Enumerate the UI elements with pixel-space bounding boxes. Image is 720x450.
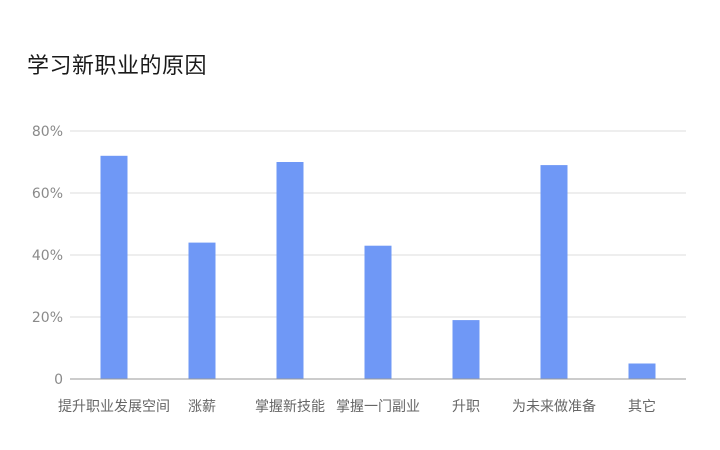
bar	[364, 245, 392, 379]
x-tick-label: 为未来做准备	[512, 398, 596, 415]
chart-title: 学习新职业的原因	[27, 54, 208, 79]
x-tick-label: 其它	[628, 398, 656, 415]
y-tick-label: 0	[54, 372, 63, 388]
x-tick-label: 掌握新技能	[255, 399, 325, 415]
y-tick-label: 40%	[32, 248, 63, 264]
y-tick-label: 20%	[32, 310, 63, 326]
bar	[100, 155, 128, 379]
bar	[452, 320, 480, 379]
x-tick-label: 掌握一门副业	[336, 399, 420, 415]
x-tick-label: 涨薪	[188, 399, 216, 415]
x-tick-label: 升职	[452, 399, 480, 415]
bar	[628, 363, 656, 379]
bar	[540, 165, 568, 379]
x-tick-label: 提升职业发展空间	[58, 399, 170, 415]
y-tick-label: 60%	[32, 186, 63, 202]
y-tick-label: 80%	[32, 124, 63, 140]
bar	[188, 242, 216, 379]
bar	[276, 162, 304, 379]
